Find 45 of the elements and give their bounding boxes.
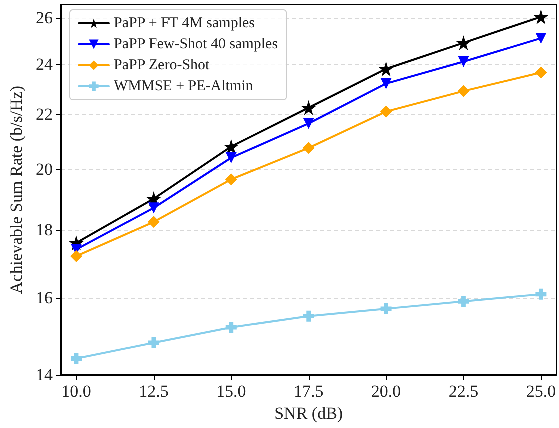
point [303,310,314,322]
point [224,139,239,154]
point [456,36,472,51]
point [458,56,470,68]
point [458,296,470,308]
point [380,303,392,314]
y-tick-label: 14 [36,366,54,384]
point [380,106,392,118]
point [301,100,316,116]
point [148,337,160,348]
x-tick-label: 17.5 [294,382,324,401]
y-tick-label: 20 [36,160,53,179]
point [70,353,82,364]
point [534,10,549,25]
x-tick-label: 15.0 [216,382,246,401]
point [380,78,392,90]
x-axis-title: SNR (dB) [274,404,344,423]
y-tick-label: 26 [36,8,53,28]
point [458,85,470,98]
point [378,62,394,77]
y-tick-label: 24 [36,54,54,74]
point [226,322,237,334]
point [148,216,160,228]
x-tick-label: 25.0 [526,382,556,401]
point [302,142,315,154]
point [226,152,237,164]
legend-label: PaPP Few-Shot 40 samples [114,36,278,52]
legend-label: PaPP + FT 4M samples [114,16,256,32]
legend-label: PaPP Zero-Shot [114,58,211,74]
y-tick-label: 16 [36,288,53,308]
y-tick-label: 18 [36,220,53,240]
x-tick-label: 20.0 [371,382,402,401]
point [225,174,238,186]
x-tick-label: 12.5 [139,382,169,401]
point [536,288,547,300]
point [303,118,314,130]
y-axis-title: Achievable Sum Rate (b/s/Hz) [7,86,26,294]
point [148,202,160,214]
point [535,66,548,79]
point [70,250,82,262]
point [536,32,547,44]
y-tick-label: 22 [36,104,53,124]
legend-label: WMMSE + PE-Altmin [114,78,254,94]
x-tick-label: 10.0 [62,382,92,401]
x-tick-label: 22.5 [448,382,479,401]
